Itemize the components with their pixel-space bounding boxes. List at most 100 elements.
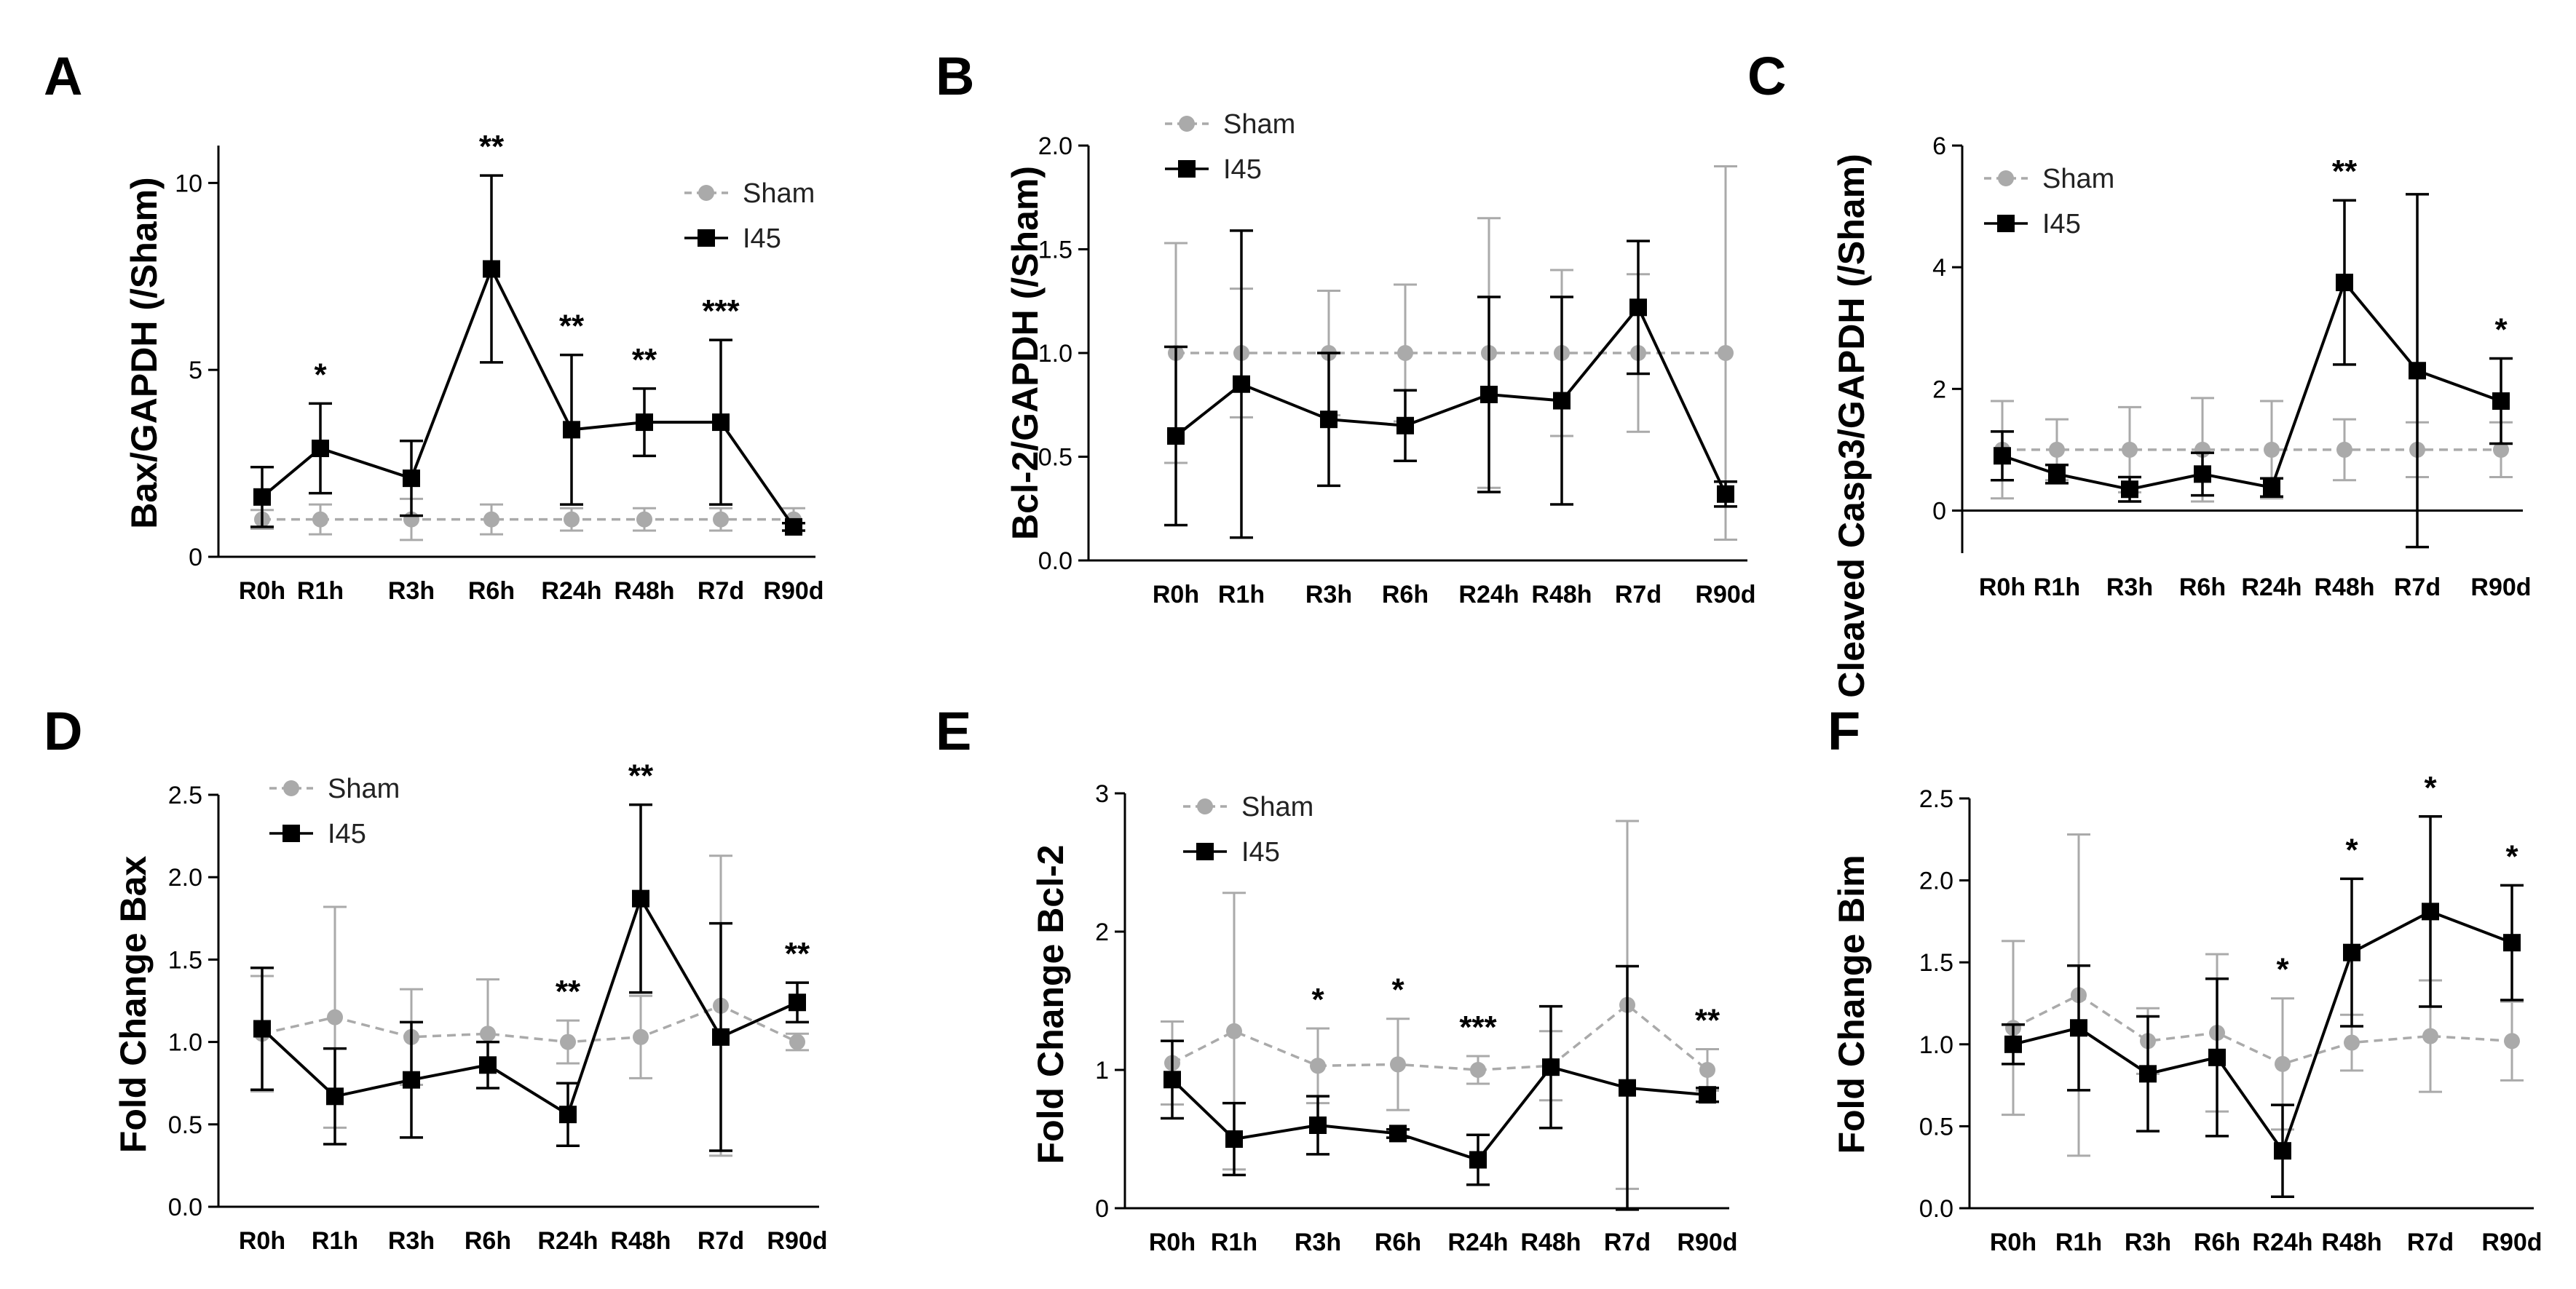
data-point-sham bbox=[483, 511, 499, 528]
panel-letter: A bbox=[44, 46, 82, 106]
y-tick-label: 0.0 bbox=[168, 1194, 202, 1221]
significance-marker: ** bbox=[632, 342, 657, 378]
data-point-i45 bbox=[1225, 1130, 1243, 1148]
data-point-sham bbox=[2422, 1028, 2438, 1044]
data-point-i45 bbox=[326, 1087, 344, 1106]
series-line bbox=[261, 1004, 798, 1044]
data-point-sham bbox=[2344, 1034, 2360, 1051]
significance-marker: ** bbox=[785, 936, 810, 972]
y-axis-label: Cleaved Casp3/GAPDH (/Sham) bbox=[1831, 154, 1872, 697]
x-category-label: R6h bbox=[1375, 1229, 1421, 1256]
data-point-i45 bbox=[1629, 298, 1647, 317]
data-point-i45 bbox=[2336, 274, 2353, 292]
data-point-i45 bbox=[2139, 1065, 2157, 1083]
data-point-i45 bbox=[563, 421, 580, 439]
series-line bbox=[261, 895, 798, 1117]
significance-marker: ** bbox=[628, 758, 654, 794]
data-point-i45 bbox=[2194, 465, 2211, 483]
data-point-i45 bbox=[2343, 943, 2360, 961]
legend-marker-sham bbox=[1179, 116, 1195, 132]
data-point-i45 bbox=[2208, 1048, 2226, 1066]
data-point-sham bbox=[327, 1009, 343, 1026]
x-category-label: R3h bbox=[2106, 574, 2153, 601]
x-category-label: R90d bbox=[1677, 1229, 1737, 1256]
data-point-i45 bbox=[1480, 386, 1498, 403]
y-tick-label: 2.5 bbox=[168, 782, 202, 809]
data-point-sham bbox=[713, 511, 729, 528]
series-line bbox=[2012, 910, 2513, 1154]
x-category-label: R3h bbox=[1295, 1229, 1341, 1256]
y-tick-label: 0.5 bbox=[168, 1111, 202, 1139]
data-point-i45 bbox=[1320, 411, 1338, 429]
legend-marker-i45 bbox=[283, 825, 300, 842]
x-category-label: R48h bbox=[1531, 581, 1592, 608]
chart-panel-f: F Fold Change Bim 0.0 0.5 1.0 1.5 2.0 2.5 R0h R1h… bbox=[1828, 701, 2543, 1256]
data-point-sham bbox=[560, 1034, 576, 1050]
significance-marker: * bbox=[2505, 838, 2518, 874]
significance-marker: * bbox=[314, 357, 327, 392]
data-point-i45 bbox=[2121, 480, 2138, 499]
x-category-label: R1h bbox=[2034, 574, 2080, 601]
significance-marker: ** bbox=[556, 974, 581, 1010]
y-tick-label: 2.5 bbox=[1919, 785, 1953, 813]
x-category-label: R6h bbox=[468, 577, 515, 605]
data-point-i45 bbox=[636, 413, 653, 432]
x-category-label: R0h bbox=[1149, 1229, 1196, 1256]
significance-marker: * bbox=[2276, 952, 2289, 988]
legend-marker-i45 bbox=[1997, 215, 2015, 232]
x-category-label: R48h bbox=[2314, 574, 2374, 601]
y-tick-label: 1.0 bbox=[1038, 340, 1072, 368]
y-tick-label: 2.0 bbox=[1038, 132, 1072, 160]
data-point-sham bbox=[2336, 441, 2352, 458]
y-tick-label: 0 bbox=[1095, 1195, 1109, 1223]
y-tick-label: 5 bbox=[189, 357, 202, 384]
x-category-label: R7d bbox=[1604, 1229, 1651, 1256]
series-line bbox=[1174, 304, 1727, 495]
data-point-sham bbox=[1310, 1058, 1326, 1074]
chart-panel-a: A Bax/GAPDH (/Sham) 0 5 10 R0h R1h R3h R6h R24h R4… bbox=[44, 46, 824, 605]
panel-letter: C bbox=[1747, 46, 1786, 106]
significance-marker: ** bbox=[479, 129, 505, 164]
data-point-i45 bbox=[1309, 1117, 1327, 1134]
x-category-label: R0h bbox=[1153, 581, 1199, 608]
data-point-sham bbox=[1390, 1056, 1406, 1073]
y-axis-label: Bcl-2/GAPDH (/Sham) bbox=[1005, 166, 1046, 540]
y-tick-label: 0 bbox=[1932, 497, 1946, 525]
x-category-label: R0h bbox=[239, 577, 285, 605]
y-axis-label: Fold Change Bcl-2 bbox=[1030, 845, 1071, 1165]
x-category-label: R3h bbox=[2125, 1229, 2171, 1256]
data-point-i45 bbox=[1469, 1151, 1487, 1169]
data-point-sham bbox=[636, 511, 652, 528]
y-axis-label: Bax/GAPDH (/Sham) bbox=[124, 177, 165, 528]
data-point-i45 bbox=[253, 1020, 271, 1038]
data-point-i45 bbox=[479, 1056, 497, 1074]
series-i45 bbox=[250, 174, 805, 536]
x-category-label: R90d bbox=[1695, 581, 1755, 608]
data-point-i45 bbox=[1396, 416, 1414, 435]
y-tick-label: 1.0 bbox=[1919, 1031, 1953, 1059]
y-tick-label: 1.5 bbox=[1919, 949, 1953, 977]
significance-marker: ** bbox=[2332, 154, 2358, 189]
x-category-label: R90d bbox=[767, 1227, 827, 1255]
legend-label: Sham bbox=[743, 178, 815, 209]
x-category-label: R3h bbox=[388, 1227, 435, 1255]
data-point-sham bbox=[633, 1028, 649, 1045]
legend-label: Sham bbox=[328, 774, 400, 804]
x-category-label: R24h bbox=[2252, 1229, 2312, 1256]
data-point-sham bbox=[564, 511, 580, 528]
legend-label: I45 bbox=[328, 819, 366, 849]
data-point-i45 bbox=[1389, 1125, 1407, 1143]
x-category-label: R24h bbox=[537, 1227, 598, 1255]
series-line bbox=[2002, 279, 2502, 491]
data-point-sham bbox=[2493, 441, 2509, 458]
series-i45 bbox=[250, 803, 809, 1152]
data-point-i45 bbox=[1233, 375, 1250, 393]
x-category-label: R6h bbox=[2194, 1229, 2240, 1256]
significance-marker: ** bbox=[559, 309, 585, 344]
legend: Sham I45 bbox=[269, 774, 400, 849]
y-axis-label: Fold Change Bax bbox=[113, 856, 154, 1154]
data-point-i45 bbox=[253, 488, 271, 506]
significance-marker: *** bbox=[1459, 1010, 1497, 1045]
data-point-i45 bbox=[2274, 1142, 2291, 1160]
data-point-sham bbox=[789, 1034, 805, 1050]
